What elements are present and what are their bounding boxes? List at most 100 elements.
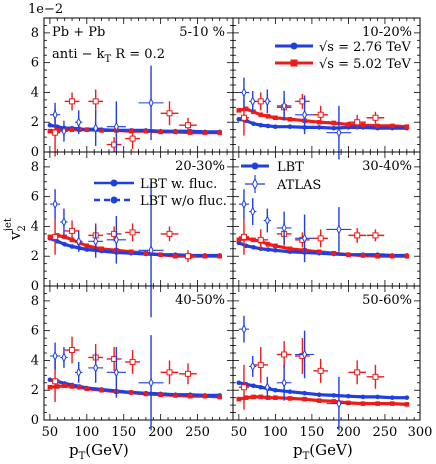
lbt-502-point — [143, 250, 149, 256]
legend-fluc-label: LBT w. fluc. — [140, 177, 217, 192]
lbt-276-point — [273, 387, 278, 393]
lbt-502-point — [217, 130, 223, 135]
lbt-502-point — [202, 393, 208, 399]
y-axis-title: v2jet — [3, 218, 28, 241]
lbt-502-point — [265, 395, 271, 400]
lbt-502-point — [128, 128, 134, 134]
lbt-502-point — [273, 115, 278, 121]
lbt-502-point — [251, 109, 256, 115]
data-502-point — [240, 114, 247, 121]
lbt-276-point — [273, 124, 278, 129]
data-502-point — [52, 129, 59, 136]
data-502-point — [317, 367, 324, 374]
data-502-point — [257, 236, 264, 243]
lbt-276-point — [404, 395, 410, 400]
legend-marker — [290, 59, 298, 67]
lbt-502-point — [143, 128, 149, 134]
y-tick-label: 2 — [31, 249, 39, 264]
centrality-label: 5-10 % — [179, 25, 225, 40]
lbt-502-point — [265, 242, 271, 247]
lbt-502-point — [389, 253, 395, 259]
lbt-502-point — [143, 391, 149, 397]
lbt-276-point — [316, 125, 322, 130]
lbt-502-point — [302, 396, 307, 402]
lbt-502-point — [47, 128, 53, 134]
lbt-276-point — [360, 394, 366, 400]
lbt-502-point — [265, 113, 271, 119]
data-502-point — [354, 232, 361, 239]
atlas-point — [61, 352, 67, 363]
lbt-276-point — [375, 394, 380, 400]
lbt-502-point — [251, 394, 256, 400]
lbt-276-point — [346, 393, 351, 399]
lbt-276-point — [54, 239, 60, 244]
lbt-276-point — [236, 380, 242, 386]
data-502-point — [52, 233, 59, 240]
data-502-point — [317, 235, 324, 242]
x-axis-title-main: p — [293, 441, 303, 459]
legend-marker — [251, 177, 259, 191]
lbt-276-point — [265, 123, 271, 129]
legend-marker — [110, 196, 118, 204]
lbt-502-point — [287, 116, 293, 122]
lbt-502-point — [77, 127, 82, 132]
lbt-502-point — [346, 400, 351, 406]
data-502-point — [129, 135, 136, 142]
x-axis-title-sub: T — [303, 451, 310, 462]
lbt-276-point — [302, 390, 307, 396]
data-502-point — [92, 98, 99, 105]
lbt-502-point — [375, 123, 380, 129]
lbt-502-point — [360, 122, 366, 128]
lbt-276-point — [54, 124, 60, 129]
lbt-502-point — [202, 253, 208, 259]
lbt-502-point — [173, 253, 178, 259]
lbt-502-point — [404, 402, 410, 407]
panel-2: 10-20%√s = 2.76 TeV√s = 5.02 TeV — [232, 17, 421, 160]
data-502-point — [184, 122, 191, 129]
lbt-502-point — [389, 123, 395, 129]
atlas-point — [264, 96, 270, 107]
lbt-502-point — [217, 394, 223, 400]
lbt-276-point — [47, 122, 53, 128]
atlas-point — [250, 206, 256, 217]
atlas-point — [61, 126, 67, 137]
lbt-502-point — [69, 384, 75, 389]
panel-grid: 0 2 4 6 8 5-10 % Pb + Pb anti − kT R = 0.2 10-20… — [31, 17, 432, 440]
atlas-point — [148, 97, 154, 108]
atlas-point — [281, 222, 287, 234]
centrality-label: 30-40% — [362, 159, 412, 174]
x-axis-title-unit: (GeV) — [309, 441, 352, 459]
data-502-point — [372, 232, 379, 239]
atlas-point — [93, 236, 99, 247]
atlas-point — [61, 216, 67, 228]
atlas-point — [241, 198, 247, 210]
algo-prefix: anti − k — [52, 47, 105, 62]
panel-3: 0 2 4 6 8 20-30% LBT w. fluc. LBT w/o fluc. — [31, 151, 234, 318]
lbt-276-point — [389, 395, 395, 400]
lbt-502-point — [84, 127, 90, 132]
x-tick-label: 50 — [42, 425, 59, 440]
x-axis-title-unit: (GeV) — [85, 441, 128, 459]
legend-fluc-label: LBT w/o fluc. — [140, 194, 227, 209]
atlas-point — [241, 324, 247, 335]
lbt-502-point — [375, 253, 380, 259]
y-tick-label: 2 — [31, 115, 39, 130]
lbt-502-point — [287, 396, 293, 401]
lbt-502-point — [346, 252, 351, 258]
lbt-276-point — [331, 393, 337, 398]
lbt-502-point — [258, 394, 264, 400]
x-tick-label: 200 — [148, 425, 173, 440]
atlas-point — [76, 367, 82, 378]
data-502-point — [184, 370, 191, 377]
legend-model-label: ATLAS — [276, 178, 321, 193]
x-axis-titles: pT(GeV) pT(GeV) — [69, 441, 353, 462]
lbt-502-point — [331, 399, 337, 404]
y-tick-label: 8 — [31, 26, 39, 41]
atlas-point — [113, 121, 119, 132]
legend-value: = 5.02 TeV — [334, 57, 412, 72]
x-axis-title-main: p — [69, 441, 79, 459]
lbt-502-point — [287, 246, 293, 252]
lbt-502-point — [128, 249, 134, 255]
legend-sqrt: √s — [319, 40, 334, 55]
lbt-502-point — [331, 120, 337, 126]
